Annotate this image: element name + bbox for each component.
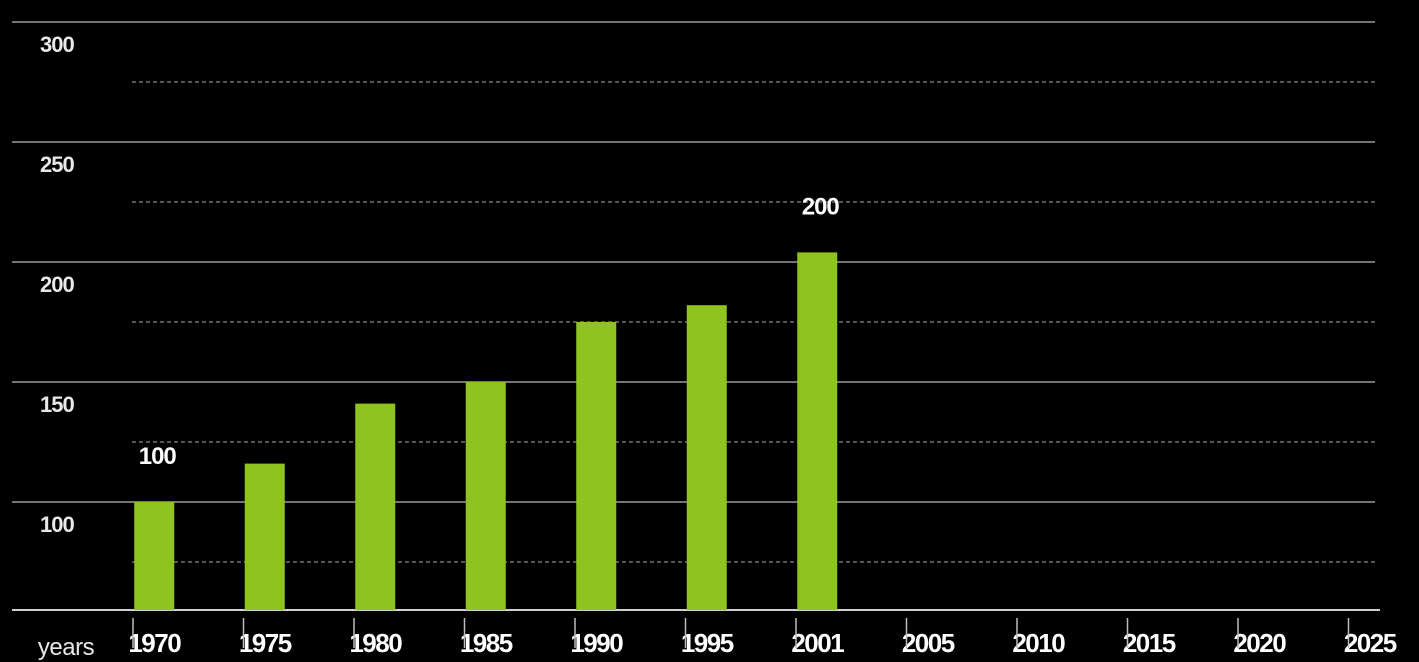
data-label-2001: 200 bbox=[802, 193, 840, 220]
bar-1990 bbox=[576, 322, 617, 610]
x-tick-label-1975: 1975 bbox=[239, 628, 292, 658]
x-tick-label-1980: 1980 bbox=[349, 628, 402, 658]
x-tick-label-2025: 2025 bbox=[1344, 628, 1397, 658]
bars bbox=[134, 252, 838, 610]
x-tick-label-2010: 2010 bbox=[1012, 628, 1065, 658]
y-axis: 100 150 200 250 300 bbox=[40, 32, 75, 537]
x-tick-label-2015: 2015 bbox=[1123, 628, 1176, 658]
bar-1970 bbox=[134, 502, 175, 610]
data-label-1970: 100 bbox=[139, 443, 177, 470]
x-tick-label-2001: 2001 bbox=[791, 628, 844, 658]
data-labels: 100 200 bbox=[139, 193, 841, 470]
bar-1980 bbox=[355, 403, 396, 610]
x-axis-title: years bbox=[38, 634, 95, 661]
x-tick-label-1995: 1995 bbox=[681, 628, 734, 658]
y-tick-label: 150 bbox=[40, 392, 74, 417]
x-axis: years 1970 1975 1980 1985 1990 1995 2001 2005 20… bbox=[38, 618, 1398, 661]
y-tick-label: 250 bbox=[40, 152, 74, 177]
x-tick-label-1990: 1990 bbox=[570, 628, 623, 658]
x-tick-label-2020: 2020 bbox=[1233, 628, 1286, 658]
x-tick-label-2005: 2005 bbox=[902, 628, 955, 658]
y-tick-label: 200 bbox=[40, 272, 74, 297]
x-tick-label-1970: 1970 bbox=[128, 628, 181, 658]
y-tick-label: 300 bbox=[40, 32, 74, 57]
bar-1985 bbox=[465, 382, 506, 610]
bar-2001 bbox=[797, 252, 838, 610]
y-tick-label: 100 bbox=[40, 512, 74, 537]
bar-1995 bbox=[686, 305, 727, 610]
x-tick-label-1985: 1985 bbox=[460, 628, 513, 658]
bar-1975 bbox=[244, 463, 285, 610]
